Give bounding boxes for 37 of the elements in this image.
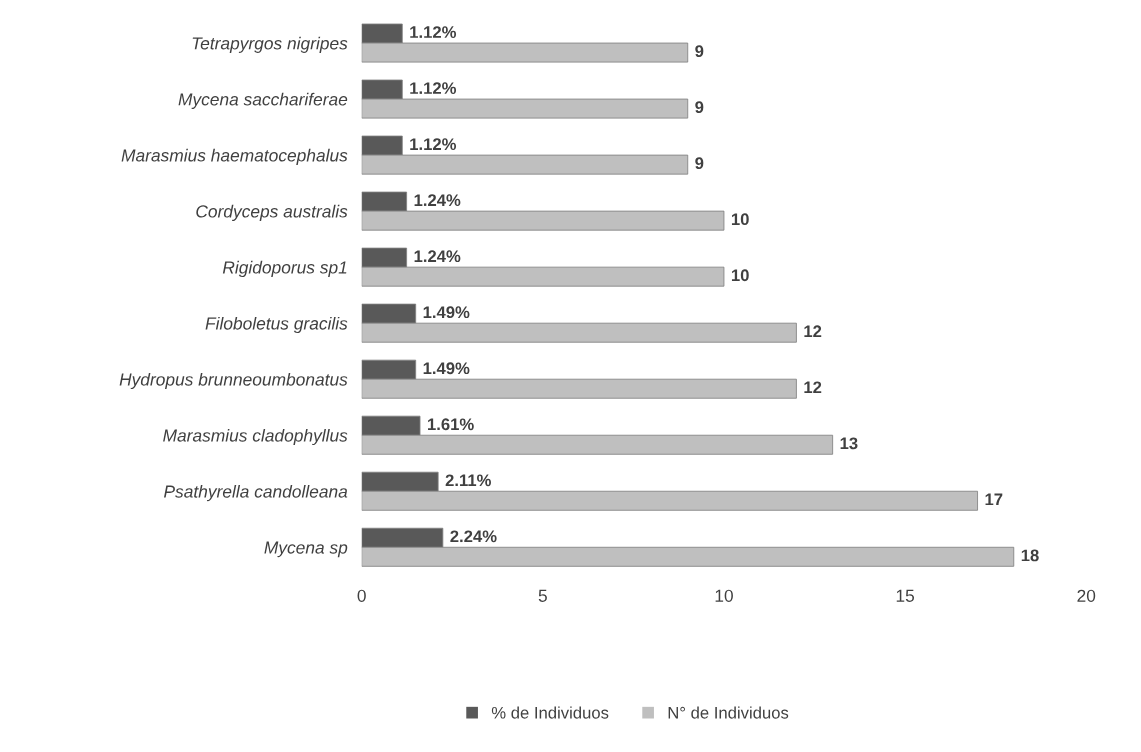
y-tick-label: Tetrapyrgos nigripes (192, 36, 348, 53)
data-label: 1.24% (414, 250, 461, 263)
data-label: 1.49% (423, 306, 470, 319)
data-label: 10 (731, 213, 749, 226)
x-tick-label: 15 (896, 589, 915, 602)
x-tick-label: 5 (538, 589, 547, 602)
y-tick-label: Filoboletus gracilis (205, 316, 348, 334)
y-tick-label: Mycena sacchariferae (178, 92, 348, 109)
legend-label: % de Individuos (491, 706, 609, 719)
data-label: 9 (695, 101, 704, 114)
data-label: 10 (731, 269, 749, 282)
y-tick-label: Cordyceps australis (196, 204, 348, 222)
data-label: 9 (695, 45, 704, 58)
y-tick-label: Marasmius cladophyllus (163, 428, 348, 446)
data-label: 1.49% (423, 362, 470, 375)
y-tick-label: Rigidoporus sp1 (222, 260, 347, 278)
data-label: 13 (840, 437, 858, 450)
y-tick-label: Psathyrella candolleana (164, 484, 348, 502)
data-label: 17 (985, 493, 1003, 506)
data-label: 9 (695, 157, 704, 170)
data-label: 1.61% (428, 418, 474, 431)
data-label: 18 (1021, 549, 1039, 562)
x-tick-label: 0 (357, 589, 366, 602)
legend-label: N° de Individuos (668, 706, 789, 719)
y-tick-label: Mycena sp (264, 541, 348, 558)
data-label: 12 (804, 381, 822, 394)
data-label: 2.11% (445, 474, 491, 487)
data-label: 1.12% (410, 138, 457, 151)
data-label: 1.12% (410, 26, 457, 38)
x-tick-label: 20 (1077, 589, 1096, 602)
data-label: 1.24% (414, 194, 461, 207)
data-label: 12 (804, 325, 822, 338)
data-label: 2.24% (450, 530, 497, 543)
y-tick-label: Marasmius haematocephalus (121, 148, 348, 165)
x-tick-label: 10 (715, 589, 733, 602)
y-tick-label: Hydropus brunneoumbonatus (119, 372, 348, 390)
data-label: 1.12% (410, 82, 457, 94)
